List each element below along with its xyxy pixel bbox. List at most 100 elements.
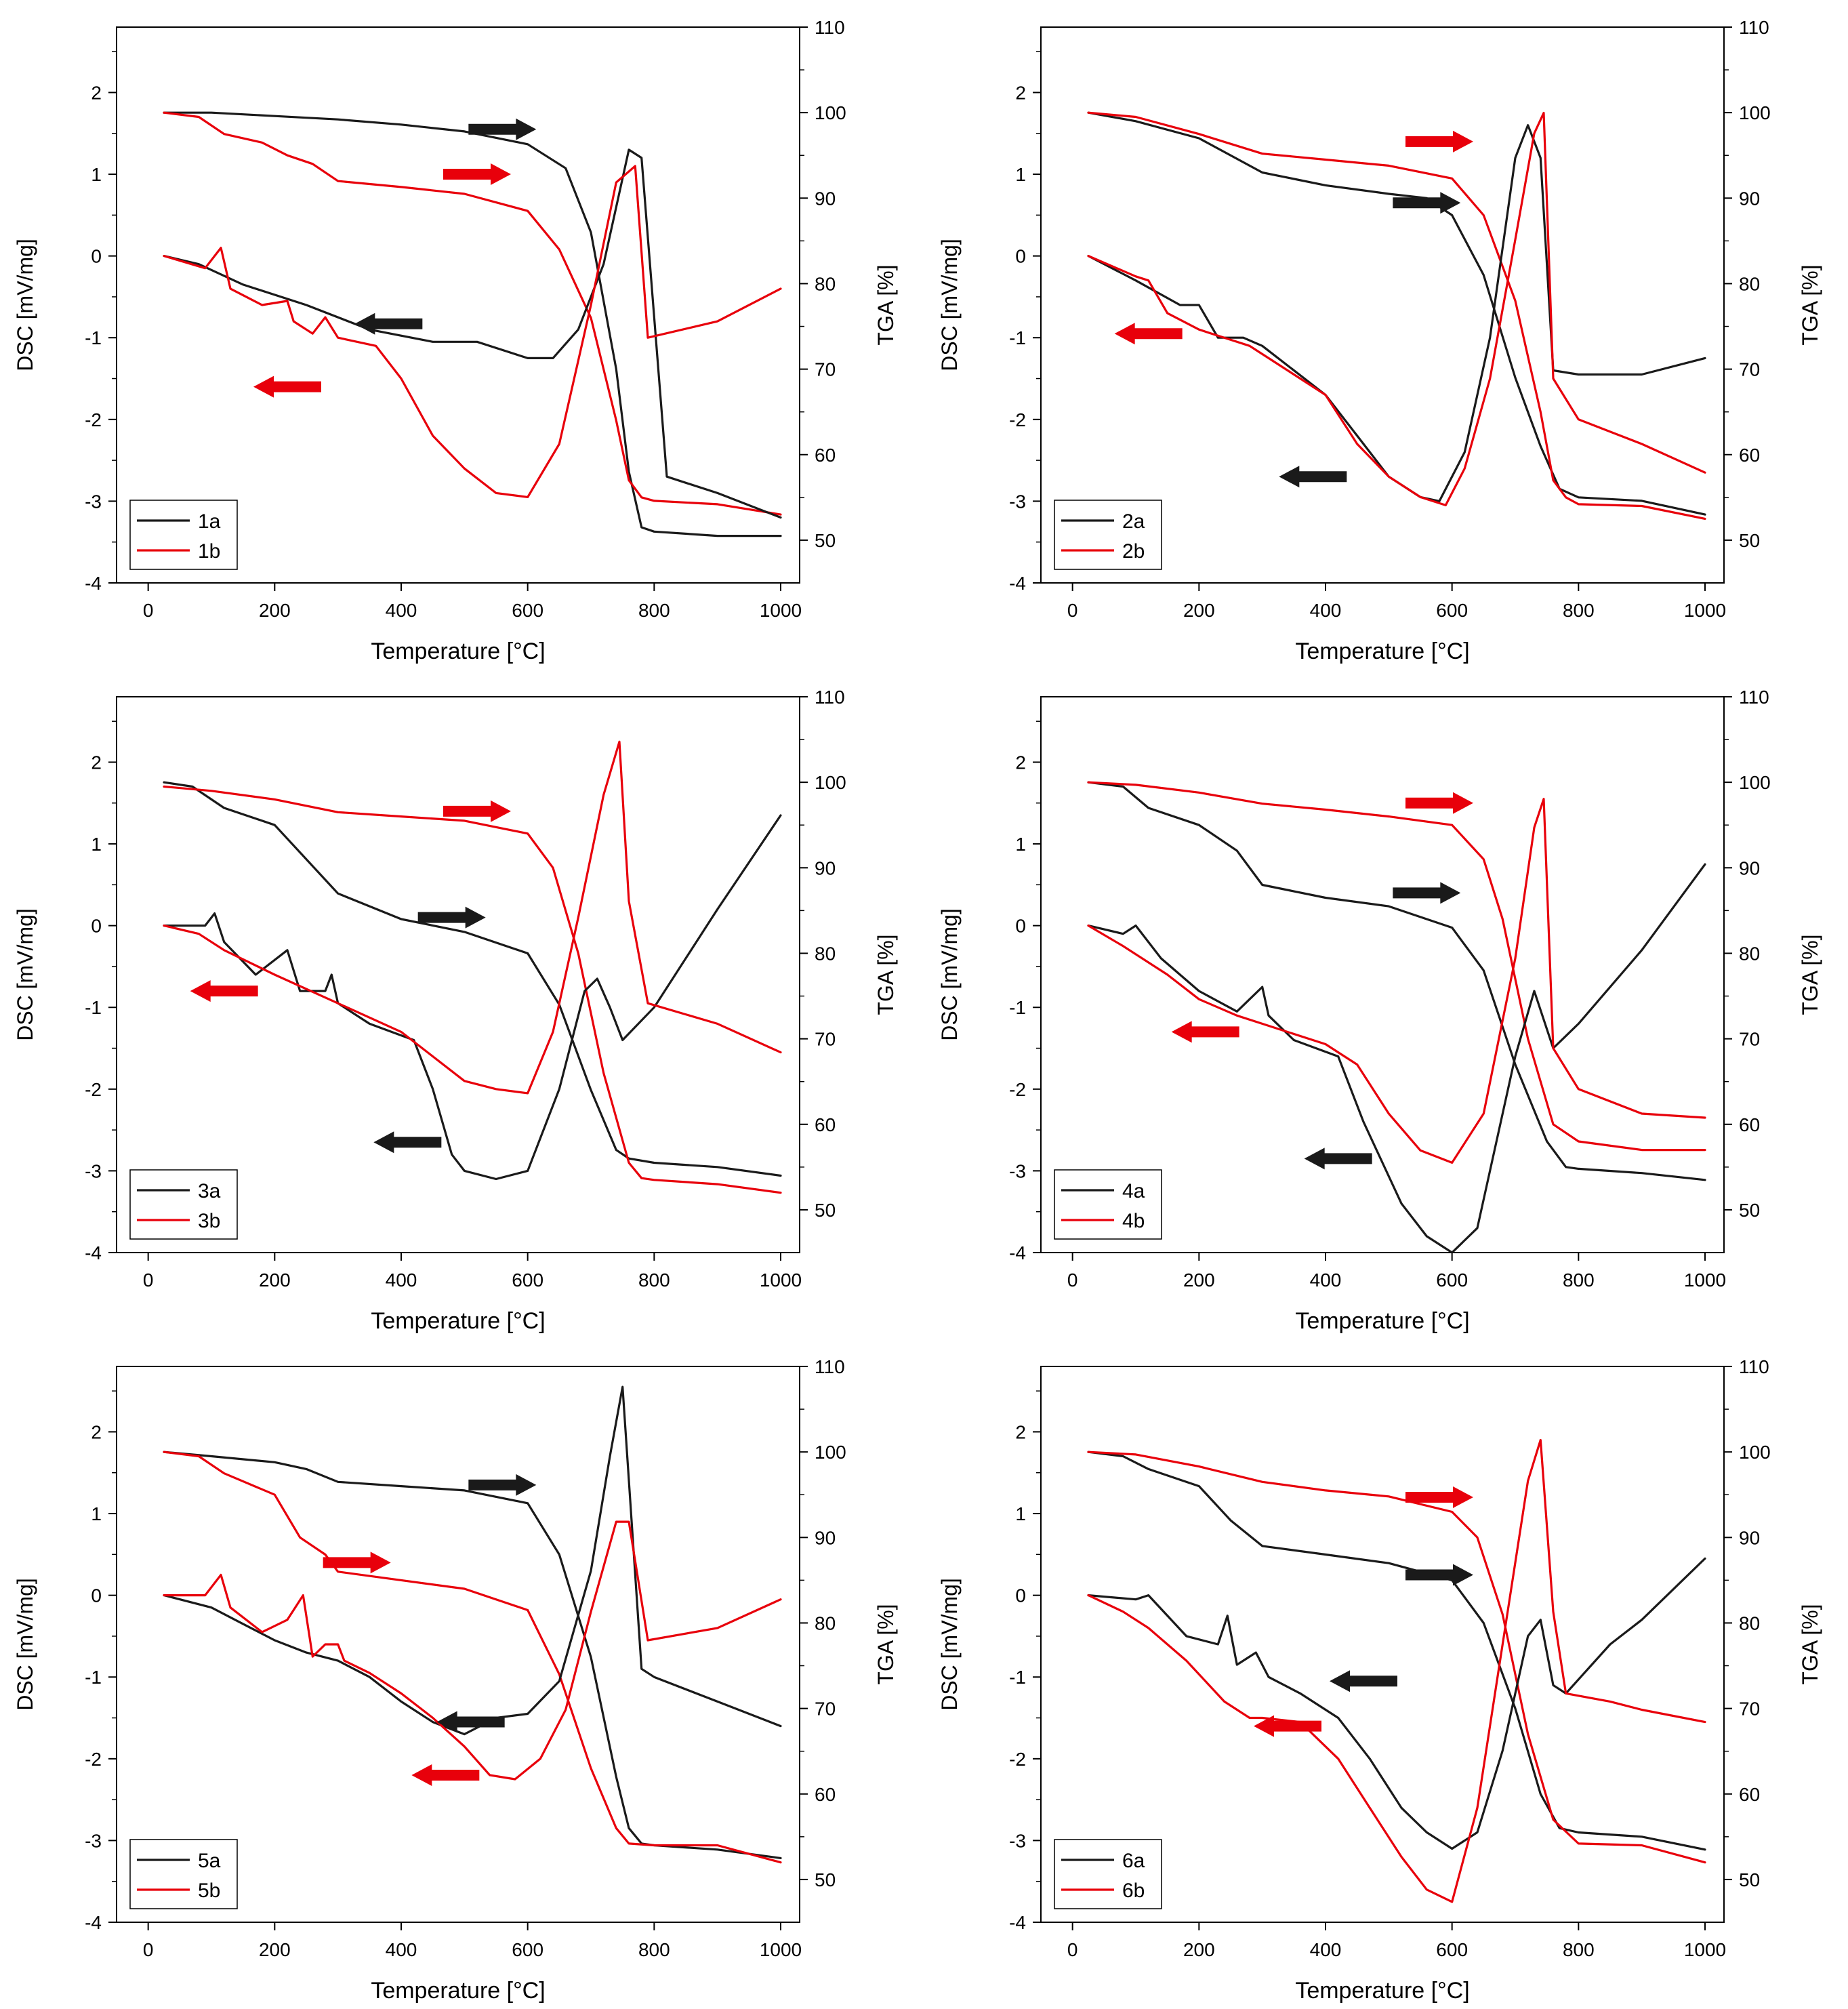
legend-box: [129, 500, 238, 570]
legend-box: [1054, 500, 1162, 570]
y-tick-label: -4: [85, 1912, 102, 1933]
axis-direction-arrow-right: [443, 800, 511, 822]
x-axis-label: Temperature [°C]: [371, 1308, 545, 1334]
x-tick-label: 800: [1563, 1939, 1595, 1960]
legend-label-4b: 4b: [1122, 1210, 1145, 1232]
y2-tick-label: 110: [1739, 1356, 1769, 1377]
legend-label-6b: 6b: [1122, 1880, 1145, 1902]
y2-tick-label: 100: [815, 102, 846, 123]
x-tick-label: 0: [1067, 600, 1078, 621]
y2-tick-label: 80: [1739, 273, 1760, 294]
y2-tick-label: 70: [1739, 1699, 1760, 1720]
y-tick-label: 2: [91, 1421, 102, 1442]
axis-direction-arrow-right: [468, 118, 537, 140]
y2-tick-label: 80: [815, 273, 836, 294]
axis-direction-arrow-right: [1405, 1486, 1473, 1508]
series-line-3b-dsc: [163, 740, 782, 1095]
legend-label-5a: 5a: [198, 1850, 221, 1872]
x-tick-label: 400: [386, 600, 417, 621]
x-tick-label: 600: [1436, 600, 1468, 621]
y2-tick-label: 60: [815, 1114, 836, 1135]
y2-tick-label: 90: [815, 1527, 836, 1548]
x-tick-label: 600: [512, 600, 543, 621]
y-tick-label: -4: [1009, 1242, 1026, 1263]
y2-tick-label: 60: [1739, 445, 1760, 466]
legend-box: [129, 1169, 238, 1240]
y2-tick-label: 50: [815, 1200, 836, 1221]
y2-tick-label: 100: [815, 772, 846, 793]
axis-direction-arrow-left: [1254, 1715, 1321, 1737]
y2-tick-label: 90: [1739, 857, 1760, 878]
x-tick-label: 200: [1183, 600, 1215, 621]
legend-label-3b: 3b: [198, 1210, 220, 1232]
axis-direction-arrow-left: [436, 1711, 505, 1733]
x-tick-label: 1000: [1684, 600, 1726, 621]
chart-panel-1: 0 200 400 600 800 1000 -4 -3 -2 -1 0 1 2 50 60 70 80 90 10…: [0, 0, 924, 670]
y2-tick-label: 50: [1739, 530, 1760, 551]
y2-tick-label: 100: [815, 1442, 846, 1463]
x-tick-label: 400: [1310, 1270, 1342, 1291]
y-tick-label: -2: [85, 1079, 102, 1100]
x-tick-label: 0: [1067, 1270, 1078, 1291]
y-tick-label: -4: [1009, 1912, 1026, 1933]
series-line-1b-dsc: [163, 165, 782, 499]
chart-panel-5: 0 200 400 600 800 1000 -4 -3 -2 -1 0 1 2 50 60 70 80 90 10…: [0, 1339, 924, 2009]
x-tick-label: 400: [386, 1270, 417, 1291]
y-tick-label: 1: [1015, 834, 1026, 855]
series-line-3a-tga: [163, 781, 782, 1177]
y2-axis-label: TGA [%]: [1798, 1604, 1822, 1684]
plot-frame: [1040, 26, 1725, 584]
chart-panel-6: 0 200 400 600 800 1000 -4 -3 -2 -1 0 1 2 50 60 70 80 90 10…: [924, 1339, 1848, 2009]
x-axis-label: Temperature [°C]: [371, 638, 545, 664]
legend-label-4a: 4a: [1122, 1180, 1145, 1202]
y-tick-label: 2: [91, 82, 102, 103]
legend-label-2b: 2b: [1122, 540, 1145, 563]
x-axis-label: Temperature [°C]: [371, 1978, 545, 2004]
axis-direction-arrow-right: [468, 1474, 537, 1496]
chart-panel-3: 0 200 400 600 800 1000 -4 -3 -2 -1 0 1 2 50 60 70 80 90 10…: [0, 670, 924, 1339]
x-tick-label: 200: [259, 600, 291, 621]
series-group: [163, 740, 782, 1194]
y2-tick-label: 100: [1739, 1442, 1771, 1463]
y2-tick-label: 90: [1739, 1527, 1760, 1548]
y-tick-label: 0: [1015, 916, 1026, 937]
x-tick-label: 600: [512, 1270, 543, 1291]
legend-box: [1054, 1839, 1162, 1909]
y-tick-label: 2: [1015, 1421, 1026, 1442]
axis-direction-arrow-right: [1405, 130, 1473, 153]
y-tick-label: -3: [1009, 1160, 1026, 1181]
series-line-2b-dsc: [1087, 112, 1706, 507]
series-group: [1087, 111, 1706, 521]
series-line-2a-dsc: [1087, 124, 1706, 503]
series-line-6b-dsc: [1087, 1438, 1706, 1903]
chart-svg: 0 200 400 600 800 1000 -4 -3 -2 -1 0 1 2 50 60 70 80 90 10…: [13, 687, 898, 1334]
chart-svg: 0 200 400 600 800 1000 -4 -3 -2 -1 0 1 2 50 60 70 80 90 10…: [13, 17, 898, 664]
y-tick-label: 0: [91, 1585, 102, 1606]
y2-tick-label: 110: [815, 687, 845, 708]
y-axis-label: DSC [mV/mg]: [937, 908, 962, 1041]
y-tick-label: -3: [85, 1160, 102, 1181]
x-tick-label: 0: [143, 1270, 154, 1291]
axis-direction-arrow-right: [1405, 792, 1473, 814]
axis-direction-arrow-left: [1304, 1148, 1372, 1170]
y2-axis-label: TGA [%]: [874, 934, 898, 1015]
y-tick-label: -2: [85, 409, 102, 430]
x-tick-label: 200: [1183, 1270, 1215, 1291]
y2-tick-label: 70: [1739, 359, 1760, 380]
y2-axis-label: TGA [%]: [874, 264, 898, 345]
y2-tick-label: 60: [815, 1784, 836, 1805]
y-tick-label: -3: [85, 491, 102, 512]
y2-tick-label: 100: [1739, 102, 1771, 123]
x-tick-label: 800: [1563, 1270, 1595, 1291]
axis-direction-arrow-left: [373, 1131, 442, 1154]
y-tick-label: 0: [91, 916, 102, 937]
y2-tick-label: 50: [1739, 1200, 1760, 1221]
series-group: [1087, 781, 1706, 1253]
y2-tick-label: 50: [815, 530, 836, 551]
axis-direction-arrow-left: [411, 1764, 480, 1786]
y-tick-label: -3: [1009, 491, 1026, 512]
y-tick-label: -4: [85, 1242, 102, 1263]
y2-tick-label: 80: [1739, 1612, 1760, 1633]
y2-tick-label: 90: [815, 857, 836, 878]
